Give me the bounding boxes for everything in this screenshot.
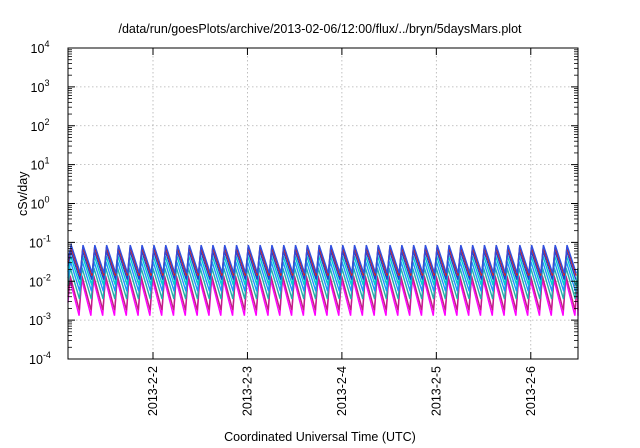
y-tick-label: 101 bbox=[31, 156, 50, 173]
y-tick-label: 104 bbox=[31, 39, 50, 56]
x-tick-label: 2013-2-4 bbox=[335, 366, 349, 416]
y-tick-label: 10-4 bbox=[29, 350, 51, 367]
x-axis-label: Coordinated Universal Time (UTC) bbox=[224, 430, 416, 444]
y-tick-label: 10-1 bbox=[29, 233, 51, 250]
y-tick-label: 103 bbox=[31, 78, 50, 95]
y-tick-label: 100 bbox=[31, 195, 50, 212]
x-axis: 2013-2-2 2013-2-3 2013-2-4 2013-2-5 2013-2-6 bbox=[146, 48, 538, 416]
series-line bbox=[67, 242, 577, 274]
y-tick-label: 102 bbox=[31, 117, 50, 134]
grid-lines bbox=[68, 48, 578, 359]
y-tick-label: 10-2 bbox=[29, 272, 51, 289]
x-tick-label: 2013-2-3 bbox=[240, 366, 254, 416]
series-group bbox=[67, 242, 579, 316]
y-tick-label: 10-3 bbox=[29, 311, 51, 328]
x-tick-label: 2013-2-5 bbox=[429, 366, 443, 416]
x-tick-label: 2013-2-6 bbox=[524, 366, 538, 416]
chart-title: /data/run/goesPlots/archive/2013-02-06/1… bbox=[118, 22, 522, 36]
x-tick-label: 2013-2-2 bbox=[146, 366, 160, 416]
y-axis-label: cSv/day bbox=[16, 171, 30, 216]
y-axis: 10-4 10-3 10-2 10-1 100 101 102 103 104 bbox=[29, 39, 578, 367]
